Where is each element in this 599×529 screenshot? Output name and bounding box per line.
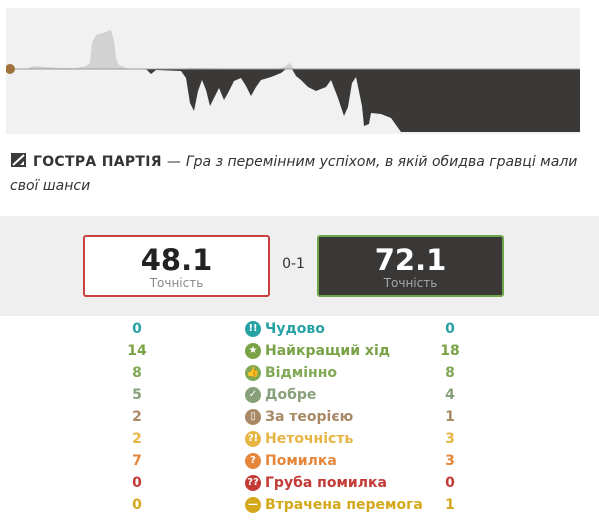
classification-name: Чудово bbox=[265, 321, 325, 337]
game-description: ГОСТРА ПАРТІЯ — Гра з перемінним успіхом, … bbox=[10, 150, 590, 198]
classification-name: Відмінно bbox=[265, 365, 337, 381]
game-type-description: Гра з перемінним успіхом, в якій обидва … bbox=[10, 154, 578, 194]
best-move-icon: ★ bbox=[245, 343, 261, 359]
white-accuracy-value: 48.1 bbox=[140, 243, 213, 277]
classification-row[interactable]: 8 👍 Відмінно 8 bbox=[0, 362, 599, 384]
classification-name: Помилка bbox=[265, 453, 337, 469]
black-count[interactable]: 8 bbox=[445, 365, 455, 381]
classification-row[interactable]: 0?? Груба помилка 0 bbox=[0, 472, 599, 494]
missed-win-icon: — bbox=[245, 497, 261, 513]
classification-row[interactable]: 0!! Чудово 0 bbox=[0, 318, 599, 340]
blunder-icon: ?? bbox=[245, 475, 261, 491]
white-accuracy-card: 48.1 Точність bbox=[83, 235, 270, 297]
accuracy-panel: 48.1 Точність 0-1 72.1 Точність bbox=[0, 216, 599, 316]
classification-row[interactable]: 5 ✓ Добре 4 bbox=[0, 384, 599, 406]
evaluation-graph[interactable] bbox=[6, 8, 580, 134]
book-icon: ▯ bbox=[245, 409, 261, 425]
black-count[interactable]: 1 bbox=[445, 497, 455, 513]
black-accuracy-card: 72.1 Точність bbox=[317, 235, 504, 297]
classification-name: Неточність bbox=[265, 431, 354, 447]
graph-position-marker[interactable] bbox=[6, 64, 15, 74]
game-type-title: ГОСТРА ПАРТІЯ bbox=[33, 154, 162, 170]
classification-row[interactable]: 14 ★ Найкращий хід 18 bbox=[0, 340, 599, 362]
black-count[interactable]: 0 bbox=[445, 475, 455, 491]
evaluation-graph-svg bbox=[6, 8, 580, 134]
white-count[interactable]: 2 bbox=[132, 431, 142, 447]
black-count[interactable]: 18 bbox=[440, 343, 460, 359]
classification-row[interactable]: 0 — Втрачена перемога 1 bbox=[0, 494, 599, 516]
mistake-icon: ? bbox=[245, 453, 261, 469]
white-count[interactable]: 0 bbox=[132, 497, 142, 513]
good-icon: ✓ bbox=[245, 387, 261, 403]
white-count[interactable]: 2 bbox=[132, 409, 142, 425]
classification-name: Добре bbox=[265, 387, 317, 403]
classification-row[interactable]: 2 ▯ За теорією 1 bbox=[0, 406, 599, 428]
classification-row[interactable]: 2?! Неточність 3 bbox=[0, 428, 599, 450]
white-accuracy-label: Точність bbox=[149, 276, 204, 290]
brilliant-icon: !! bbox=[245, 321, 261, 337]
black-count[interactable]: 3 bbox=[445, 453, 455, 469]
black-count[interactable]: 4 bbox=[445, 387, 455, 403]
excellent-icon: 👍 bbox=[245, 365, 261, 381]
white-count[interactable]: 8 bbox=[132, 365, 142, 381]
sharp-game-icon bbox=[10, 152, 28, 168]
classification-name: Втрачена перемога bbox=[265, 497, 423, 513]
black-accuracy-value: 72.1 bbox=[374, 243, 447, 277]
white-count[interactable]: 0 bbox=[132, 475, 142, 491]
white-count[interactable]: 0 bbox=[132, 321, 142, 337]
black-count[interactable]: 0 bbox=[445, 321, 455, 337]
title-separator: — bbox=[166, 154, 181, 170]
black-count[interactable]: 3 bbox=[445, 431, 455, 447]
black-accuracy-label: Точність bbox=[383, 276, 438, 290]
white-count[interactable]: 7 bbox=[132, 453, 142, 469]
classification-row[interactable]: 7? Помилка 3 bbox=[0, 450, 599, 472]
classification-name: Найкращий хід bbox=[265, 343, 391, 359]
black-count[interactable]: 1 bbox=[445, 409, 455, 425]
classification-name: Груба помилка bbox=[265, 475, 387, 491]
white-count[interactable]: 5 bbox=[132, 387, 142, 403]
game-score: 0-1 bbox=[282, 256, 305, 272]
classification-name: За теорією bbox=[265, 409, 354, 425]
black-advantage-area bbox=[6, 69, 580, 132]
white-count[interactable]: 14 bbox=[127, 343, 147, 359]
inaccuracy-icon: ?! bbox=[245, 431, 261, 447]
